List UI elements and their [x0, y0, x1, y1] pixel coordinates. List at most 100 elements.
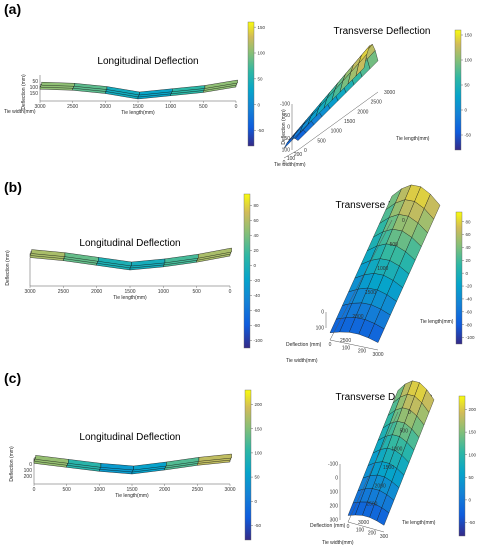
chart4-colorbar-label: 200 — [255, 402, 263, 407]
chart0-y-tick-label: 50 — [32, 79, 38, 85]
chart1-colorbar-label: -50 — [465, 133, 472, 138]
chart3-colorbar-label: -20 — [466, 284, 473, 289]
chart3-x-label: Tie width(mm) — [286, 358, 318, 364]
chart5-y-tick-label: 2000 — [375, 483, 386, 489]
chart4-title: Longitudinal Deflection — [79, 432, 180, 443]
chart3-colorbar-label: 60 — [466, 232, 472, 237]
chart5-y-label: Tie length(mm) — [402, 520, 436, 526]
transverse-chart-b: Transverse Deflection0500100015002000250… — [286, 184, 475, 364]
panel-label-a: (a) — [4, 1, 21, 17]
chart2-x-tick-label: 2000 — [91, 289, 102, 295]
chart0-x-label: Tie length(mm) — [121, 110, 155, 116]
chart4-y-tick-label: 200 — [24, 474, 33, 480]
chart1-x-tick-label: 100 — [287, 156, 296, 162]
chart0-surface-patch — [204, 79, 238, 89]
chart1-y-tick-label: 500 — [317, 138, 326, 144]
chart5-y-tick-label: 500 — [400, 428, 409, 434]
chart0-x-tick-label: 2000 — [100, 104, 111, 110]
chart1-colorbar-label: 50 — [465, 83, 471, 88]
chart2-colorbar-label: -80 — [254, 323, 261, 328]
chart3-x-tick-label: 0 — [329, 342, 332, 348]
chart5-z-tick-label: 200 — [330, 504, 339, 510]
chart2-colorbar-label: 20 — [254, 248, 260, 253]
chart3-y-tick-label: 2000 — [352, 314, 363, 320]
chart3-y-tick-label: 1000 — [377, 266, 388, 272]
chart1-y-tick-label: 1500 — [344, 119, 355, 125]
chart3-colorbar-label: 0 — [466, 271, 469, 276]
chart3-colorbar-label: -80 — [466, 322, 473, 327]
chart0-colorbar — [247, 21, 255, 147]
chart1-y-label: Tie length(mm) — [396, 136, 430, 142]
chart3-title: Transverse Deflection — [336, 200, 433, 211]
chart3-colorbar-label: 80 — [466, 219, 472, 224]
chart1-y-tick-label: 1000 — [331, 129, 342, 135]
chart3-y-tick-label: 500 — [390, 242, 399, 248]
chart0-colorbar-label: -50 — [258, 128, 265, 133]
chart2-y-label: Deflection (mm) — [5, 250, 11, 286]
chart2-x-tick-label: 1500 — [124, 289, 135, 295]
chart3-colorbar-label: 40 — [466, 245, 472, 250]
chart4-x-tick-label: 1000 — [94, 487, 105, 493]
chart5-z-label: Deflection (mm) — [310, 523, 346, 529]
chart1-x-label: Tie width(mm) — [274, 162, 306, 168]
chart4-colorbar-label: 0 — [255, 499, 258, 504]
chart5-y-axis — [347, 411, 399, 523]
chart2-title: Longitudinal Deflection — [79, 238, 180, 249]
chart2-x-tick-label: 1000 — [158, 289, 169, 295]
chart3-y-label: Tie length(mm) — [420, 319, 454, 325]
chart4-x-label: Tie length(mm) — [115, 493, 149, 499]
chart3-z-label: Deflection (mm) — [286, 342, 322, 348]
chart5-x-tick-label: 200 — [368, 531, 377, 537]
chart0-y-tick-label: 150 — [30, 91, 39, 97]
chart4-y-tick-label: 100 — [24, 468, 33, 474]
chart3-colorbar-label: -60 — [466, 309, 473, 314]
chart4-colorbar-label: 50 — [255, 475, 261, 480]
chart3-colorbar-label: 20 — [466, 258, 472, 263]
chart1-z-label: Deflection (mm) — [281, 109, 287, 145]
chart2-x-tick-label: 0 — [229, 289, 232, 295]
chart5-y-tick-label: 3000 — [358, 520, 369, 526]
chart5-colorbar-label: -50 — [469, 520, 476, 525]
chart2-surface-patch — [198, 247, 232, 259]
chart3-z-tick-label: 0 — [321, 310, 324, 316]
chart3-y-tick-label: 0 — [402, 218, 405, 224]
chart1-z-tick-label: 50 — [284, 136, 290, 142]
chart1-y-tick-label: 3000 — [384, 90, 395, 96]
chart2-colorbar-label: 0 — [254, 263, 257, 268]
chart3-y-tick-label: 2500 — [340, 338, 351, 344]
chart5-z-tick-label: 100 — [330, 490, 339, 496]
chart2-colorbar-label: 60 — [254, 218, 260, 223]
chart5-x-tick-label: 0 — [347, 524, 350, 530]
chart5-z-tick-label: -100 — [328, 462, 338, 468]
chart0-z-label: Tie width(mm) — [4, 109, 36, 115]
chart2-colorbar-label: 80 — [254, 203, 260, 208]
chart0-x-tick-label: 3000 — [34, 104, 45, 110]
chart5-x-label: Tie width(mm) — [322, 540, 354, 546]
chart2-colorbar-label: -20 — [254, 278, 261, 283]
chart0-colorbar-label: 150 — [258, 25, 266, 30]
chart2-x-tick-label: 500 — [192, 289, 201, 295]
chart1-z-tick-label: 0 — [287, 125, 290, 131]
chart2-x-tick-label: 3000 — [24, 289, 35, 295]
chart1-z-tick-label: 100 — [282, 148, 291, 154]
chart5-x-tick-label: 300 — [380, 534, 389, 540]
chart1-y-axis — [297, 91, 379, 151]
transverse-chart-c: Transverse Deflection0500100015002000250… — [310, 380, 477, 546]
chart5-colorbar — [458, 395, 466, 537]
chart5-colorbar-label: 0 — [469, 497, 472, 502]
chart5-colorbar-label: 150 — [469, 430, 477, 435]
chart5-y-tick-label: 1500 — [383, 465, 394, 471]
chart4-y-label: Deflection (mm) — [9, 446, 15, 482]
chart3-x-tick-label: 3000 — [372, 352, 383, 358]
chart5-colorbar-label: 200 — [469, 407, 477, 412]
chart1-surface-patch — [355, 53, 368, 77]
chart4-x-tick-label: 0 — [33, 487, 36, 493]
chart5-colorbar-label: 100 — [469, 452, 477, 457]
chart0-y-label: Deflection (mm) — [21, 74, 27, 110]
chart4-x-tick-label: 3000 — [224, 487, 235, 493]
chart5-y-tick-label: 0 — [408, 410, 411, 416]
chart0-colorbar-label: 100 — [258, 51, 266, 56]
